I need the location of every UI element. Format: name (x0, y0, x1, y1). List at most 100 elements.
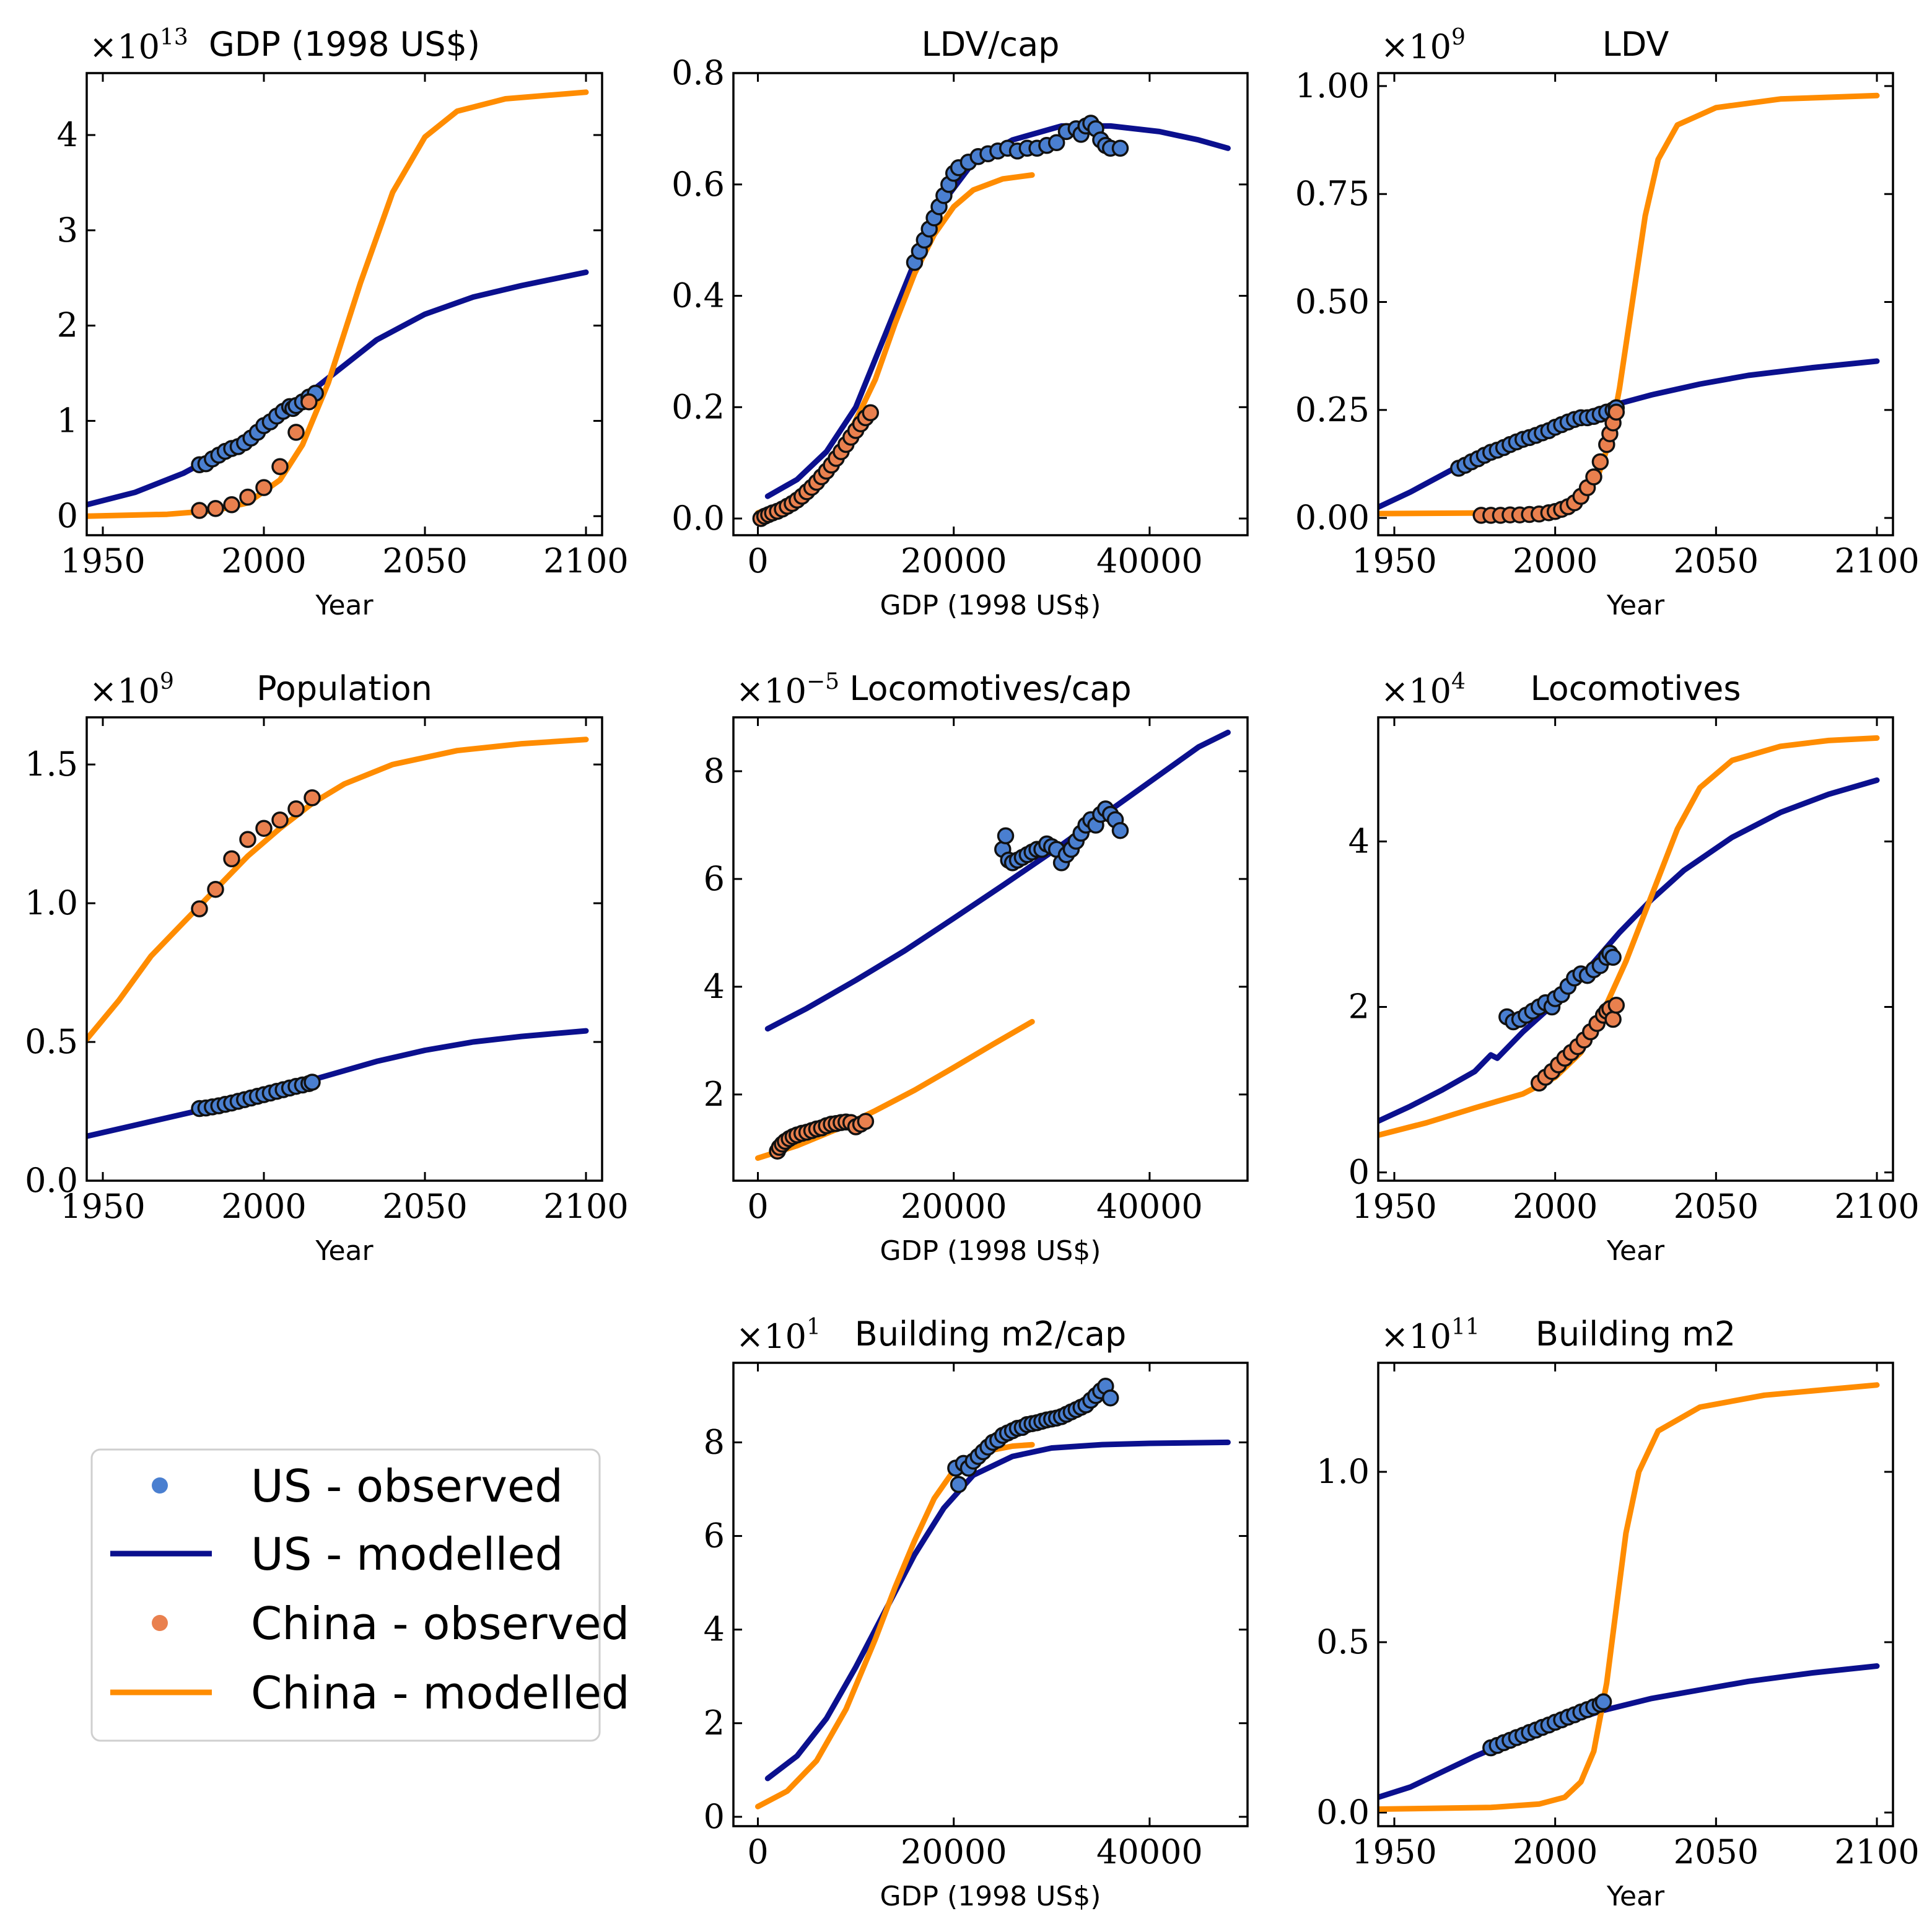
y-tick-label: 2 (1348, 987, 1370, 1026)
x-tick-label: 1950 (60, 1187, 145, 1226)
series-points-china-observed (1530, 997, 1625, 1092)
chart-title: Locomotives (1530, 669, 1741, 708)
x-tick-label: 2100 (1834, 1187, 1919, 1226)
series-line-us-modelled (764, 123, 1231, 499)
data-point (304, 1074, 321, 1091)
series-points-us-observed (1450, 399, 1625, 477)
x-tick-label: 2050 (1674, 1832, 1759, 1871)
x-tick-label: 40000 (1096, 1187, 1203, 1226)
axes-frame (732, 72, 1249, 536)
data-point (239, 488, 256, 506)
axis-multiplier: ×1013 (89, 25, 188, 66)
x-tick-label: 2050 (382, 541, 467, 580)
plot-area (1378, 735, 1880, 1138)
y-tick-label: 4 (704, 967, 725, 1006)
axes-frame (85, 716, 603, 1182)
series-points-us-observed (947, 1378, 1119, 1494)
y-tick-label: 0.0 (1316, 1793, 1370, 1832)
legend-label-us-observed: US - observed (251, 1460, 563, 1512)
data-point (300, 393, 318, 411)
series-line-us-modelled (764, 729, 1231, 1032)
series-line-us-modelled (764, 1439, 1231, 1782)
data-point (862, 404, 880, 422)
data-point (304, 789, 321, 807)
y-tick-label: 4 (704, 1610, 725, 1649)
data-point (191, 502, 208, 519)
data-point (997, 827, 1015, 845)
y-tick-label: 1.0 (25, 883, 78, 922)
data-point (1594, 1693, 1612, 1711)
data-point (255, 820, 273, 837)
x-tick-label: 0 (747, 541, 768, 580)
data-point (255, 479, 273, 496)
chart-title: LDV (1602, 25, 1669, 64)
axis-multiplier: ×104 (1381, 669, 1466, 711)
chart-title: Population (256, 669, 432, 708)
series-points-china-observed (191, 789, 321, 917)
x-tick-label: 20000 (901, 541, 1007, 580)
series-line-us-modelled (1378, 1663, 1880, 1800)
series-points-us-observed (191, 1074, 321, 1118)
data-point (1585, 468, 1602, 486)
x-tick-label: 0 (747, 1187, 768, 1226)
y-tick-label: 0 (704, 1797, 725, 1836)
panel-gdp: GDP (1998 US$) ×1013 Year 1950 2000 2050 2100 0… (57, 25, 629, 621)
series-points-us-observed (994, 800, 1129, 872)
y-tick-label: 0.25 (1295, 390, 1370, 429)
legend-marker-china-observed (152, 1615, 168, 1631)
series-points-us-observed (191, 385, 324, 473)
x-axis-label: Year (315, 590, 374, 621)
axis-multiplier: ×10−5 (736, 669, 839, 711)
y-tick-label: 0 (1348, 1153, 1370, 1192)
axes-frame (1377, 72, 1894, 536)
data-point (1047, 134, 1065, 152)
series-line-china-modelled (755, 1018, 1035, 1161)
y-tick-label: 0.5 (1316, 1622, 1370, 1661)
data-point (1111, 139, 1129, 157)
chart-title: LDV/cap (922, 25, 1060, 64)
y-tick-label: 0.75 (1295, 174, 1370, 213)
series-line-us-modelled (87, 1028, 589, 1139)
y-tick-label: 2 (57, 306, 78, 345)
axes-frame (732, 716, 1249, 1182)
x-tick-label: 1950 (1352, 1832, 1436, 1871)
y-tick-label: 6 (704, 859, 725, 898)
series-points-china-observed (191, 393, 318, 519)
y-tick-label: 0.00 (1295, 498, 1370, 537)
y-tick-label: 0.50 (1295, 282, 1370, 322)
series-points-us-observed (1498, 944, 1622, 1031)
chart-title: Building m2/cap (855, 1314, 1126, 1354)
y-tick-label: 2 (704, 1704, 725, 1743)
data-point (1604, 1010, 1622, 1028)
data-point (287, 800, 305, 818)
data-point (1111, 821, 1129, 839)
y-tick-label: 0.6 (671, 165, 725, 204)
plot-area (755, 1378, 1231, 1809)
y-tick-label: 4 (57, 115, 78, 154)
x-tick-label: 1950 (60, 541, 145, 580)
data-point (1607, 997, 1625, 1014)
series-line-china-modelled (755, 172, 1035, 516)
data-point (287, 424, 305, 441)
x-tick-label: 2000 (1513, 541, 1598, 580)
series-line-china-modelled (87, 89, 589, 519)
data-point (857, 1113, 875, 1131)
plot-area (87, 737, 589, 1139)
series-points-china-observed (752, 404, 880, 527)
legend-label-china-observed: China - observed (251, 1598, 629, 1650)
y-tick-label: 0.5 (25, 1022, 78, 1061)
axes-frame (732, 1362, 1249, 1827)
data-point (1591, 453, 1609, 471)
plot-area (1378, 92, 1880, 524)
panel-ldv_cap: LDV/cap GDP (1998 US$) 0 20000 40000 0.0 0.2 0.… (671, 25, 1249, 621)
x-tick-label: 2000 (221, 1187, 306, 1226)
x-tick-label: 2100 (1834, 1832, 1919, 1871)
chart-title: Locomotives/cap (849, 669, 1131, 708)
x-tick-label: 2050 (1674, 541, 1759, 580)
axes-frame (85, 72, 603, 536)
y-tick-label: 1.00 (1295, 66, 1370, 105)
y-tick-label: 1.5 (25, 745, 78, 784)
series-line-us-modelled (87, 269, 589, 508)
x-tick-label: 40000 (1096, 1832, 1203, 1871)
